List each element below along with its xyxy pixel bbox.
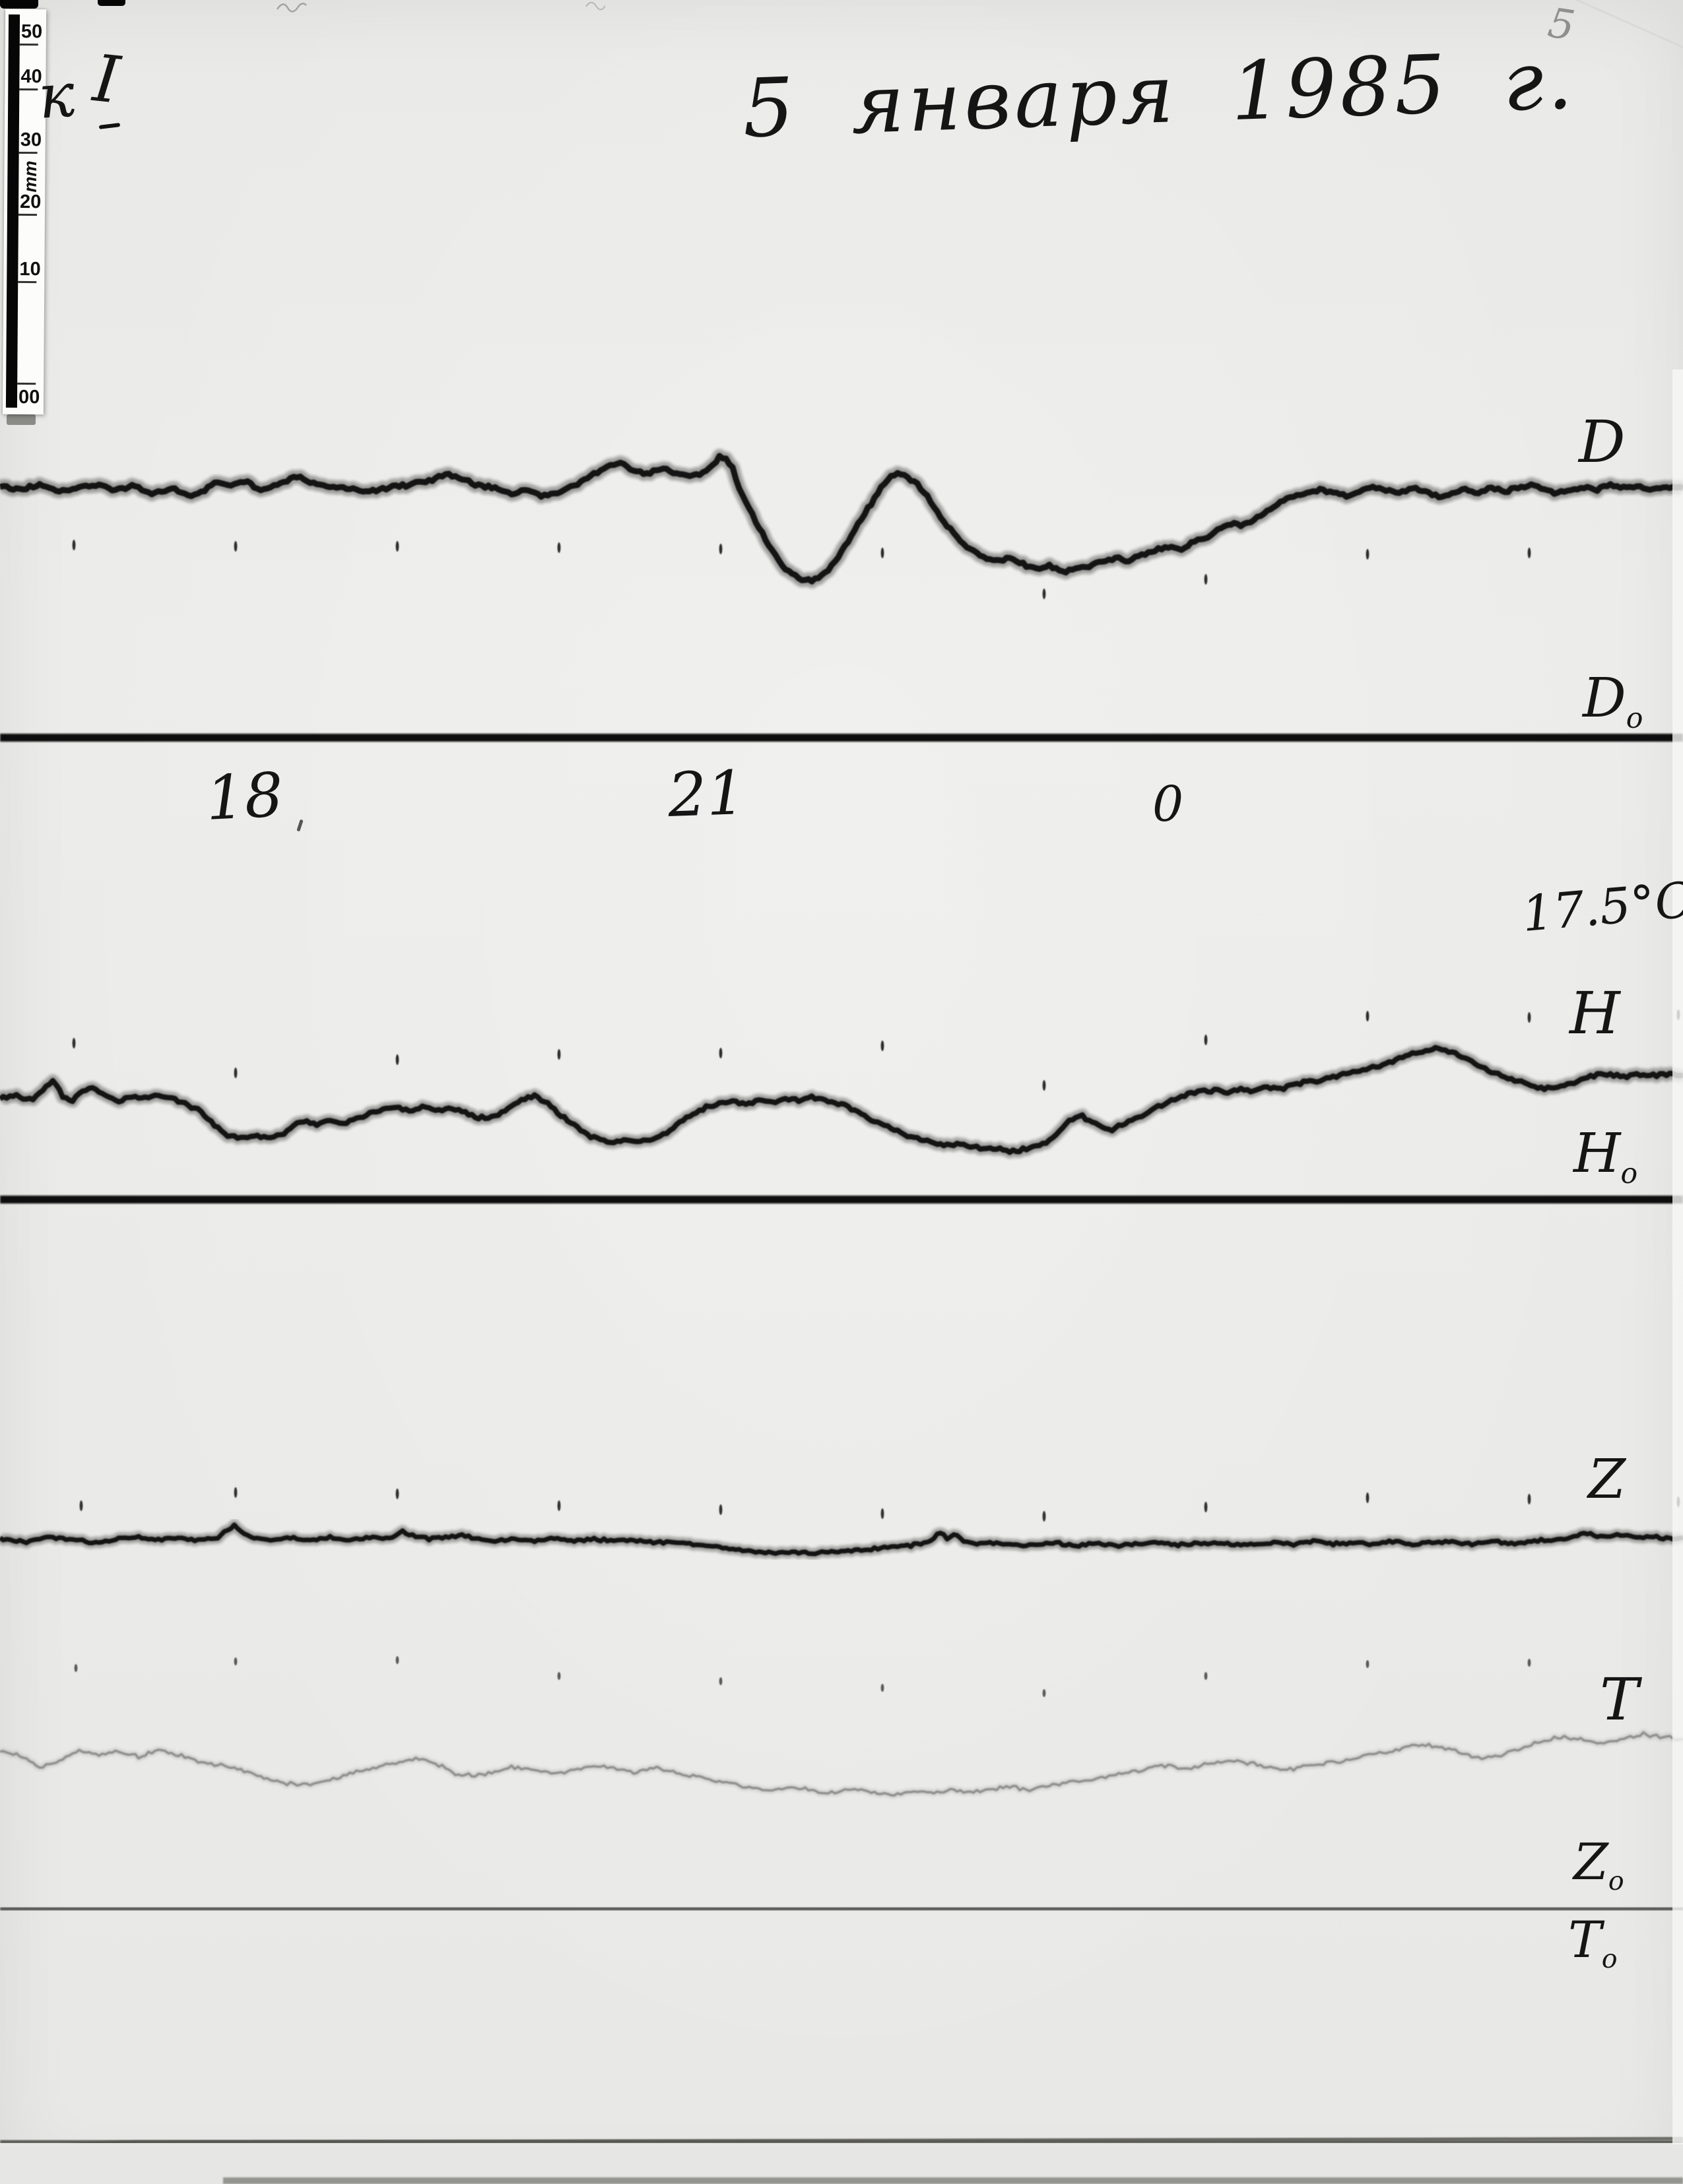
baseline-label-H0-sub: o bbox=[1620, 1157, 1638, 1191]
ruler-tick-00 bbox=[17, 382, 36, 385]
hour-mark-Z bbox=[1527, 1494, 1531, 1504]
hour-mark-Z bbox=[719, 1504, 723, 1515]
hour-mark-H bbox=[557, 1049, 561, 1060]
baseline-label-H0: Ho bbox=[1573, 1127, 1637, 1188]
hour-mark-D bbox=[234, 541, 238, 552]
hour-label-0: 0 bbox=[1152, 776, 1184, 833]
baseline-H0 bbox=[0, 1196, 1683, 1204]
pencil-scribble-top-left bbox=[276, 3, 307, 13]
scan-top-smudge-2 bbox=[98, 0, 125, 6]
ruler-tick-30 bbox=[18, 151, 38, 154]
ruler-tick-label-00: 00 bbox=[18, 386, 40, 408]
baseline-label-Z0: Zo bbox=[1573, 1837, 1624, 1894]
pencil-scribble-top-mid bbox=[585, 1, 606, 11]
hour-mark-D bbox=[1042, 589, 1046, 599]
hour-mark-H bbox=[234, 1068, 238, 1078]
baseline-label-T0-sub: o bbox=[1601, 1943, 1618, 1974]
hour-mark-T bbox=[395, 1656, 399, 1664]
hour-mark-D bbox=[880, 548, 884, 558]
baseline-label-Z0-sub: o bbox=[1608, 1865, 1624, 1896]
baseline-label-T0: To bbox=[1568, 1915, 1618, 1972]
baseline-label-D0-main: D bbox=[1583, 667, 1626, 730]
trace-label-T: T bbox=[1600, 1665, 1639, 1733]
baseline-label-T0-main: T bbox=[1568, 1910, 1602, 1969]
hour-label-21: 21 bbox=[667, 757, 746, 831]
trace-H bbox=[0, 1044, 1683, 1155]
hour-mark-D bbox=[1366, 549, 1370, 560]
hour-mark-T bbox=[1366, 1660, 1370, 1668]
hour-mark-Z bbox=[557, 1500, 561, 1511]
baseline-label-D0-sub: o bbox=[1626, 702, 1643, 736]
hour-mark-H bbox=[1366, 1011, 1370, 1021]
hour-mark-Z bbox=[1042, 1511, 1046, 1522]
hour-mark-H bbox=[880, 1041, 884, 1051]
hour-mark-T bbox=[1042, 1689, 1046, 1697]
baseline-D0 bbox=[0, 734, 1683, 742]
hour-mark-D bbox=[1204, 574, 1208, 585]
hour-mark-Z bbox=[79, 1500, 83, 1511]
scan-top-smudge-1 bbox=[0, 0, 38, 9]
ruler-tick-label-50: 50 bbox=[20, 20, 43, 43]
scan-right-edge-strip bbox=[1672, 369, 1683, 2144]
hour-mark-H bbox=[1204, 1035, 1208, 1045]
ruler-unit-label: mm bbox=[20, 160, 41, 193]
scan-bottom-shadow bbox=[223, 2177, 1683, 2184]
ruler-tick-50 bbox=[19, 43, 38, 46]
hour-mark-T bbox=[1204, 1672, 1208, 1680]
temperature-note: 17.5°C bbox=[1519, 871, 1683, 944]
trace-label-D: D bbox=[1579, 408, 1626, 476]
trace-label-Z: Z bbox=[1588, 1448, 1626, 1511]
trace-T-halo bbox=[0, 1729, 1683, 1799]
trace-D bbox=[0, 453, 1683, 585]
ruler-tick-10 bbox=[18, 280, 37, 284]
hour-mark-D bbox=[1527, 548, 1531, 558]
hour-mark-Z bbox=[395, 1489, 399, 1499]
corner-note-k: к bbox=[36, 59, 77, 133]
hour-mark-T bbox=[557, 1672, 561, 1680]
hour-mark-T bbox=[719, 1677, 723, 1685]
hour-mark-H bbox=[1042, 1080, 1046, 1091]
ruler-black-bar bbox=[5, 14, 20, 408]
ruler-bottom-tab bbox=[7, 414, 36, 425]
hour-mark-T bbox=[880, 1684, 884, 1692]
hour-mark-T bbox=[74, 1664, 78, 1672]
ruler-tick-label-10: 10 bbox=[19, 258, 41, 280]
ruler-tick-label-20: 20 bbox=[19, 191, 42, 213]
hour-label-18: 18 bbox=[204, 759, 285, 834]
hour-mark-D bbox=[719, 544, 723, 554]
baseline-paper-bottom-edge bbox=[0, 2140, 1683, 2144]
ruler-tick-label-30: 30 bbox=[20, 129, 42, 151]
hour-mark-H bbox=[719, 1048, 723, 1058]
hour-mark-Z bbox=[234, 1487, 238, 1498]
hour-mark-H bbox=[1527, 1012, 1531, 1023]
baseline-Z0 bbox=[0, 1908, 1683, 1910]
hour-mark-H bbox=[72, 1038, 76, 1048]
hour-mark-T bbox=[1527, 1659, 1531, 1667]
hour-mark-Z bbox=[1204, 1502, 1208, 1512]
baseline-label-Z0-main: Z bbox=[1573, 1832, 1608, 1891]
trace-label-H: H bbox=[1569, 979, 1620, 1047]
ruler-tick-40 bbox=[19, 88, 38, 91]
trace-Z bbox=[0, 1522, 1683, 1557]
hour-mark-D bbox=[395, 541, 399, 552]
trace-D-halo bbox=[0, 449, 1683, 589]
scan-bottom-margin bbox=[0, 2143, 1683, 2184]
hour-mark-Z bbox=[1366, 1493, 1370, 1503]
hour-mark-Z bbox=[880, 1508, 884, 1519]
ruler-tick-20 bbox=[18, 213, 37, 216]
hour-mark-H bbox=[395, 1054, 399, 1065]
baseline-label-D0: Do bbox=[1583, 672, 1643, 733]
hour-mark-D bbox=[557, 542, 561, 553]
hour-mark-T bbox=[234, 1657, 238, 1665]
hour-mark-D bbox=[72, 540, 76, 550]
trace-T bbox=[0, 1731, 1683, 1797]
baseline-label-H0-main: H bbox=[1573, 1122, 1621, 1185]
